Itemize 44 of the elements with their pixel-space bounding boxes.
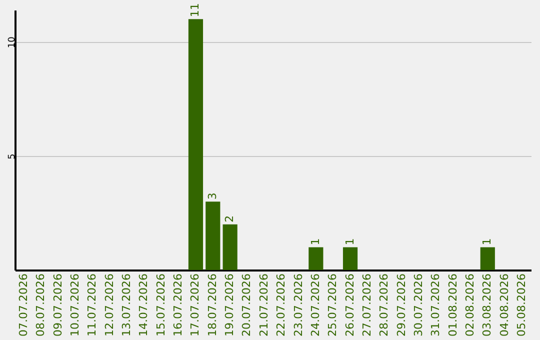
x-tick-label: 01.08.2026	[446, 274, 460, 336]
bar	[480, 247, 495, 270]
x-tick-label: 14.07.2026	[137, 274, 150, 336]
bar	[308, 247, 324, 270]
x-tick-label: 09.07.2026	[51, 274, 64, 336]
x-tick-label: 21.07.2026	[257, 274, 270, 336]
data-label: 1	[480, 238, 494, 246]
x-tick-label: 26.07.2026	[343, 274, 356, 336]
x-tick-label: 16.07.2026	[172, 274, 185, 336]
x-tick-label: 15.07.2026	[154, 274, 168, 336]
data-label: 1	[308, 238, 322, 246]
data-label: 2	[223, 215, 236, 222]
y-tick-label: 10	[8, 36, 18, 48]
bar	[342, 247, 358, 270]
x-tick-label: 12.07.2026	[102, 274, 116, 336]
x-tick-label: 24.07.2026	[308, 274, 322, 336]
x-tick-label: 18.07.2026	[206, 274, 219, 336]
x-tick-label: 23.07.2026	[292, 274, 305, 336]
x-tick-label: 25.07.2026	[326, 274, 340, 336]
x-tick-label: 11.07.2026	[86, 274, 99, 336]
x-tick-label: 20.07.2026	[240, 274, 254, 336]
data-label: 11	[188, 3, 202, 18]
bar	[188, 19, 204, 270]
data-label: 1	[343, 238, 356, 246]
x-tick-label: 19.07.2026	[223, 274, 236, 336]
x-tick-label: 13.07.2026	[120, 274, 134, 336]
bar	[206, 202, 220, 270]
x-tick-label: 05.08.2026	[514, 274, 528, 336]
x-tick-label: 27.07.2026	[360, 274, 374, 336]
bar	[222, 224, 238, 270]
x-tick-label: 02.08.2026	[463, 274, 476, 336]
x-tick-label: 07.07.2026	[17, 274, 30, 336]
x-tick-label: 04.08.2026	[498, 274, 511, 336]
x-tick-label: 17.07.2026	[188, 274, 202, 336]
x-tick-label: 31.07.2026	[429, 274, 442, 336]
x-tick-label: 10.07.2026	[68, 274, 82, 336]
x-tick-label: 08.07.2026	[34, 274, 48, 336]
data-label: 3	[206, 192, 219, 200]
x-tick-label: 22.07.2026	[274, 274, 288, 336]
x-tick-label: 30.07.2026	[412, 274, 425, 336]
x-tick-label: 03.08.2026	[480, 274, 494, 336]
x-tick-label: 29.07.2026	[394, 274, 408, 336]
x-tick-label: 28.07.2026	[378, 274, 391, 336]
y-tick-label: 5	[8, 154, 18, 160]
